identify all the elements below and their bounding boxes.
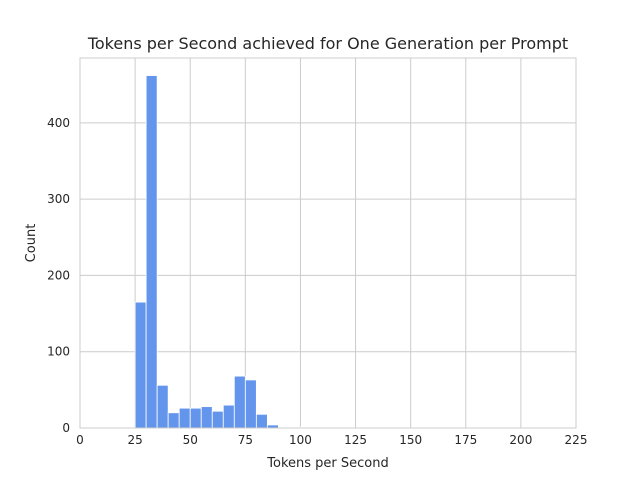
histogram-bar	[189, 407, 202, 429]
x-tick-label: 100	[289, 433, 312, 447]
histogram-bar	[233, 375, 246, 429]
histogram-bar	[211, 410, 224, 429]
plot-frame	[79, 57, 577, 429]
y-tick-label: 200	[47, 268, 70, 282]
y-tick-label: 0	[62, 421, 70, 435]
histogram-bar	[222, 404, 235, 429]
y-tick-labels: 0 100 200 300 400	[47, 116, 70, 435]
chart-title: Tokens per Second achieved for One Gener…	[87, 34, 568, 53]
histogram-bar	[167, 412, 180, 429]
x-tick-label: 0	[76, 433, 84, 447]
histogram-bar	[178, 407, 191, 429]
histogram-bar	[156, 384, 169, 429]
x-tick-label: 200	[509, 433, 532, 447]
y-axis-label: Count	[24, 224, 39, 263]
x-tick-label: 75	[238, 433, 253, 447]
x-tick-label: 50	[183, 433, 198, 447]
histogram-bars	[134, 75, 577, 429]
histogram-bar	[255, 413, 268, 429]
histogram-bar	[200, 406, 213, 429]
x-tick-label: 125	[344, 433, 367, 447]
x-tick-labels: 0 25 50 75 100 125 150 175 200 225	[76, 433, 587, 447]
y-tick-label: 100	[47, 345, 70, 359]
histogram-bar	[145, 75, 158, 429]
histogram-bar	[134, 301, 147, 429]
histogram-bar	[244, 379, 257, 429]
y-tick-label: 300	[47, 192, 70, 206]
x-tick-label: 150	[399, 433, 422, 447]
x-tick-label: 225	[565, 433, 588, 447]
y-tick-label: 400	[47, 116, 70, 130]
x-tick-label: 175	[454, 433, 477, 447]
x-tick-label: 25	[127, 433, 142, 447]
x-axis-label: Tokens per Second	[266, 456, 388, 471]
